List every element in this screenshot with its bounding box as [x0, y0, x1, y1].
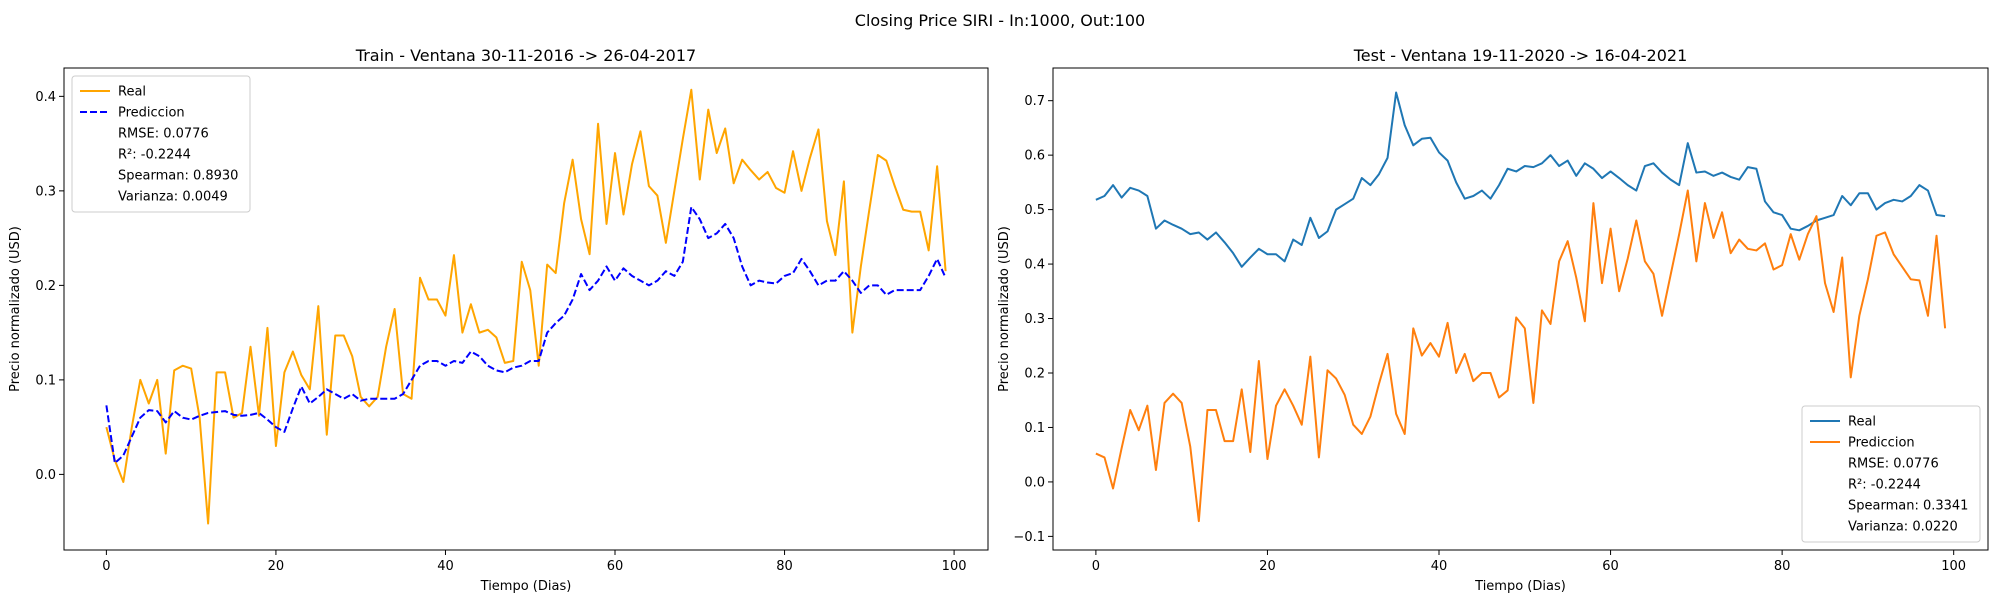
- test-y-tick-label: 0.1: [1024, 421, 1045, 436]
- test-x-axis-label: Tiempo (Dias): [1474, 579, 1566, 594]
- test-legend-stat: Varianza: 0.0220: [1848, 520, 1958, 535]
- test-legend-box: [1801, 405, 1981, 543]
- test-x-tick-label: 80: [1774, 559, 1791, 574]
- test-x-tick-label: 100: [1941, 559, 1966, 574]
- train-legend-label-prediccion: Prediccion: [118, 106, 185, 121]
- test-y-axis-label: Precio normalizado (USD): [997, 226, 1012, 392]
- train-x-tick-label: 60: [607, 559, 624, 574]
- test-legend: Real Prediccion RMSE: 0.0776 R²: -0.2244 Spe…: [1801, 405, 1981, 543]
- train-y-tick-label: 0.3: [35, 184, 56, 199]
- test-legend-label-prediccion: Prediccion: [1848, 436, 1915, 451]
- test-x-tick-label: 0: [1092, 559, 1100, 574]
- train-series-prediccion-line: [105, 205, 947, 465]
- test-y-tick-label: 0.6: [1024, 149, 1045, 164]
- test-series-real-line: [1095, 91, 1946, 268]
- test-x-tick-label: 40: [1431, 559, 1448, 574]
- train-legend-box: [71, 75, 251, 213]
- train-legend-stat: R²: -0.2244: [118, 148, 191, 163]
- train-legend-stat: Varianza: 0.0049: [118, 190, 228, 205]
- train-chart-title: Train - Ventana 30-11-2016 -> 26-04-2017: [355, 46, 696, 65]
- train-axes-frame: [63, 67, 989, 551]
- train-y-tick-label: 0.4: [35, 90, 56, 105]
- test-y-tick-label: 0.2: [1024, 366, 1045, 381]
- test-x-tick-label: 20: [1259, 559, 1276, 574]
- train-x-tick-label: 80: [776, 559, 793, 574]
- test-legend-label-real: Real: [1848, 415, 1876, 430]
- train-y-tick-label: 0.1: [35, 373, 56, 388]
- train-y-tick-label: 0.0: [35, 468, 56, 483]
- test-legend-stat: R²: -0.2244: [1848, 478, 1921, 493]
- train-legend-stat: Spearman: 0.8930: [118, 169, 238, 184]
- test-x-tick-label: 60: [1602, 559, 1619, 574]
- test-y-tick-label: 0.5: [1024, 203, 1045, 218]
- test-y-tick-label: 0.3: [1024, 312, 1045, 327]
- test-axes-frame: [1052, 67, 1989, 551]
- figure-suptitle: Closing Price SIRI - In:1000, Out:100: [855, 11, 1145, 30]
- test-legend-stat: Spearman: 0.3341: [1848, 499, 1968, 514]
- test-series-prediccion-line: [1095, 189, 1947, 523]
- train-y-axis-label: Precio normalizado (USD): [8, 226, 23, 392]
- test-chart-title: Test - Ventana 19-11-2020 -> 16-04-2021: [1353, 46, 1688, 65]
- test-y-tick-label: −0.1: [1013, 530, 1045, 545]
- train-x-tick-label: 100: [942, 559, 967, 574]
- train-y-tick-label: 0.2: [35, 279, 56, 294]
- test-y-tick-label: 0.7: [1024, 94, 1045, 109]
- train-legend-label-real: Real: [118, 85, 146, 100]
- train-x-axis-label: Tiempo (Dias): [480, 579, 572, 594]
- train-series-real-line: [105, 88, 947, 525]
- train-plot: Train - Ventana 30-11-2016 -> 26-04-2017…: [8, 46, 989, 594]
- test-y-tick-label: 0.4: [1024, 258, 1045, 273]
- train-x-tick-label: 40: [437, 559, 454, 574]
- test-legend-stat: RMSE: 0.0776: [1848, 457, 1939, 472]
- train-legend-stat: RMSE: 0.0776: [118, 127, 209, 142]
- train-legend: Real Prediccion RMSE: 0.0776 R²: -0.2244 Spe…: [71, 75, 251, 213]
- test-y-tick-label: 0.0: [1024, 475, 1045, 490]
- train-x-tick-label: 20: [268, 559, 285, 574]
- test-plot: Test - Ventana 19-11-2020 -> 16-04-2021 0…: [997, 46, 1989, 594]
- train-x-tick-label: 0: [102, 559, 110, 574]
